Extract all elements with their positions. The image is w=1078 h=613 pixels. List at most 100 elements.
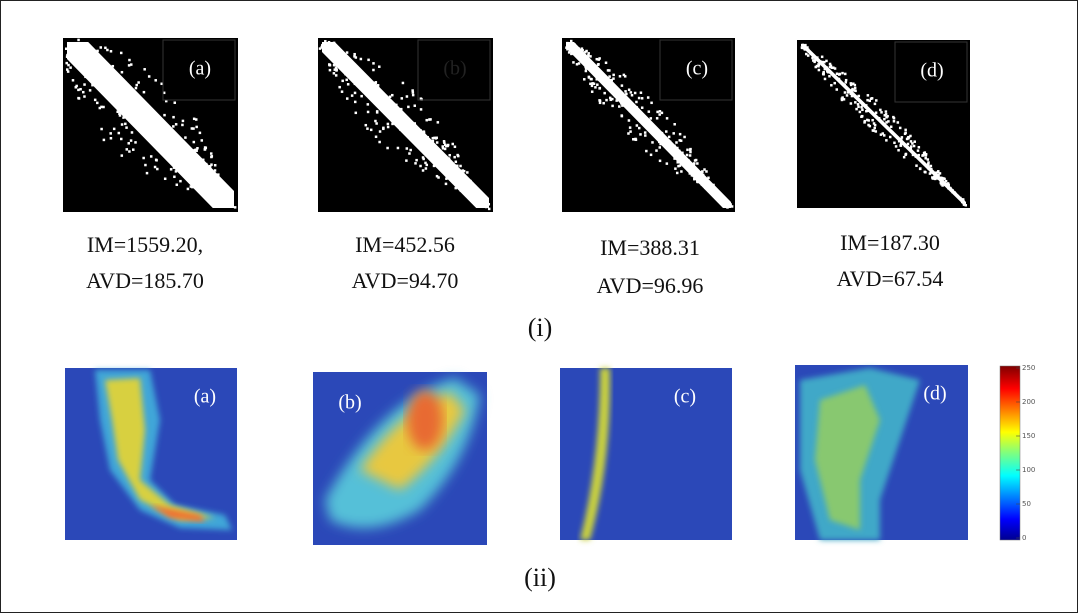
dot bbox=[583, 78, 586, 81]
dot bbox=[566, 42, 569, 45]
dot bbox=[109, 132, 112, 135]
dot bbox=[407, 106, 410, 109]
dot bbox=[873, 127, 876, 129]
dot bbox=[399, 128, 402, 131]
dot bbox=[155, 159, 158, 162]
dot bbox=[893, 117, 896, 120]
dot bbox=[899, 127, 902, 130]
dot bbox=[164, 178, 167, 181]
dot bbox=[163, 114, 166, 117]
dot bbox=[146, 135, 149, 138]
dot bbox=[335, 47, 338, 50]
dot bbox=[178, 138, 181, 141]
dot bbox=[617, 98, 620, 101]
dot bbox=[202, 159, 205, 162]
dot bbox=[807, 49, 810, 52]
dot bbox=[676, 161, 679, 164]
binary-plot: (b) bbox=[318, 38, 493, 212]
dot bbox=[109, 75, 112, 78]
dot bbox=[335, 63, 338, 65]
dot bbox=[170, 168, 173, 171]
dot bbox=[850, 102, 853, 105]
dot bbox=[187, 188, 190, 191]
dot bbox=[641, 118, 644, 121]
dot bbox=[805, 53, 808, 56]
dot bbox=[665, 130, 668, 133]
dot bbox=[821, 56, 824, 59]
dot bbox=[596, 58, 599, 61]
dot bbox=[327, 49, 330, 52]
dot bbox=[580, 53, 583, 56]
dot bbox=[360, 58, 363, 61]
dot bbox=[202, 178, 205, 181]
dot bbox=[659, 160, 662, 163]
dot bbox=[448, 157, 451, 160]
dot bbox=[417, 144, 420, 147]
dot bbox=[704, 186, 707, 189]
dot bbox=[110, 50, 113, 53]
dot bbox=[419, 165, 422, 168]
dot bbox=[220, 189, 223, 192]
dot bbox=[644, 134, 647, 137]
dot bbox=[135, 87, 138, 90]
dot bbox=[639, 133, 642, 136]
colorbar bbox=[1000, 366, 1020, 540]
dot bbox=[583, 58, 586, 61]
dot bbox=[73, 61, 76, 64]
dot bbox=[89, 89, 92, 92]
dot bbox=[909, 135, 912, 138]
dot bbox=[337, 54, 340, 57]
dot bbox=[604, 80, 607, 83]
dot bbox=[847, 91, 850, 94]
dot bbox=[864, 120, 867, 123]
dot bbox=[176, 184, 179, 187]
dot bbox=[448, 154, 451, 157]
dot bbox=[433, 137, 436, 140]
dot bbox=[913, 145, 916, 148]
dot bbox=[904, 129, 907, 132]
dot bbox=[666, 162, 669, 165]
dot bbox=[464, 180, 467, 183]
dot bbox=[482, 202, 485, 205]
dot bbox=[683, 157, 686, 160]
dot bbox=[826, 70, 829, 73]
dot bbox=[331, 49, 334, 52]
dot bbox=[935, 172, 938, 175]
dot bbox=[128, 64, 131, 67]
panel-label: (b) bbox=[443, 58, 466, 80]
dot bbox=[188, 149, 191, 152]
dot bbox=[134, 141, 137, 144]
dot bbox=[124, 95, 127, 98]
dot bbox=[715, 190, 718, 193]
dot bbox=[459, 165, 462, 168]
dot bbox=[388, 111, 391, 114]
dot bbox=[332, 51, 335, 54]
caption-line: AVD=67.54 bbox=[837, 266, 944, 291]
dot bbox=[150, 125, 153, 128]
dot bbox=[77, 39, 80, 42]
colorbar-tick-label: 150 bbox=[1022, 432, 1035, 440]
dot bbox=[871, 119, 874, 122]
dot bbox=[369, 80, 372, 83]
dot bbox=[706, 180, 709, 183]
panel-label: (c) bbox=[686, 58, 708, 80]
dot bbox=[204, 169, 207, 172]
dot bbox=[149, 112, 152, 115]
dot bbox=[341, 90, 344, 93]
dot bbox=[674, 167, 677, 170]
dot bbox=[572, 61, 575, 64]
dot bbox=[917, 149, 920, 152]
dot bbox=[378, 65, 381, 68]
dot bbox=[649, 123, 652, 126]
dot bbox=[218, 185, 221, 188]
dot bbox=[77, 97, 80, 100]
row-label: (i) bbox=[528, 313, 553, 342]
dot bbox=[804, 48, 807, 51]
dot bbox=[628, 119, 631, 122]
dot bbox=[122, 116, 125, 119]
dot bbox=[425, 119, 428, 122]
dot bbox=[858, 95, 861, 98]
dot bbox=[696, 180, 699, 183]
dot bbox=[709, 191, 712, 194]
dot bbox=[889, 136, 892, 139]
